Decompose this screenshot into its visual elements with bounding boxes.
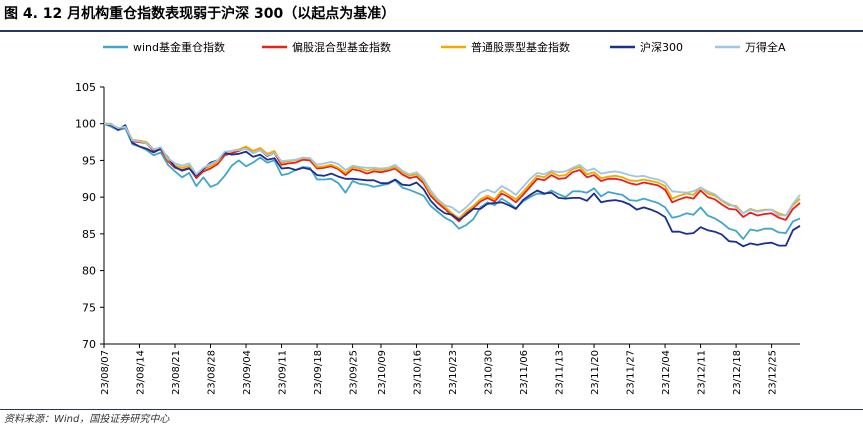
legend-label: 万得全A: [745, 40, 786, 54]
x-tick-label: 23/09/11: [278, 350, 289, 395]
legend-label: 普通股票型基金指数: [471, 40, 570, 54]
y-tick-label: 75: [82, 301, 96, 314]
source-rule: [0, 409, 863, 410]
x-tick-label: 23/10/30: [484, 350, 495, 395]
y-tick-label: 100: [75, 118, 96, 131]
x-tick-label: 23/12/18: [732, 350, 743, 395]
x-tick-label: 23/11/27: [626, 350, 637, 395]
series-line: [103, 122, 801, 217]
x-tick-label: 23/12/11: [697, 350, 708, 395]
x-tick-label: 23/10/09: [377, 350, 388, 395]
x-tick-label: 23/09/04: [242, 350, 253, 395]
y-tick-label: 85: [82, 228, 96, 241]
x-axis: 23/08/07 23/08/14 23/08/21 23/08/28 23/09/04…: [100, 343, 800, 395]
series-line: [103, 122, 801, 240]
x-tick-label: 23/08/21: [171, 350, 182, 395]
figure-title: 图 4. 12 月机构重仓指数表现弱于沪深 300（以起点为基准）: [4, 6, 396, 22]
x-tick-label: 23/11/13: [555, 350, 566, 395]
x-tick-label: 23/10/23: [448, 350, 459, 395]
y-tick-label: 95: [82, 154, 96, 167]
legend-label: 偏股混合型基金指数: [292, 40, 391, 54]
x-tick-label: 23/08/07: [100, 350, 111, 395]
legend-label: 沪深300: [640, 40, 683, 54]
line-chart: wind基金重仓指数 偏股混合型基金指数 普通股票型基金指数 沪深300 万得全A 70…: [75, 40, 801, 395]
title-rule: [0, 30, 863, 32]
legend-label: wind基金重仓指数: [133, 40, 225, 54]
x-tick-label: 23/09/25: [349, 350, 360, 395]
series-lines: [103, 122, 801, 248]
y-tick-label: 90: [82, 191, 96, 204]
series-line: [104, 122, 801, 220]
y-axis: 70 75 80 85 90 95 100 105: [75, 81, 105, 351]
y-tick-label: 105: [75, 81, 96, 94]
x-tick-label: 23/11/20: [590, 350, 601, 395]
source-note: 资料来源：Wind，国投证券研究中心: [4, 414, 170, 425]
legend: wind基金重仓指数 偏股混合型基金指数 普通股票型基金指数 沪深300 万得全A: [103, 40, 786, 54]
x-tick-label: 23/09/18: [313, 350, 324, 395]
y-tick-label: 80: [82, 265, 96, 278]
x-tick-label: 23/08/28: [207, 350, 218, 395]
x-tick-label: 23/12/04: [661, 350, 672, 395]
x-tick-label: 23/11/06: [519, 350, 530, 395]
x-tick-label: 23/10/16: [412, 350, 423, 395]
x-tick-label: 23/08/14: [136, 350, 147, 395]
x-tick-label: 23/12/25: [768, 350, 779, 395]
y-tick-label: 70: [82, 338, 96, 351]
